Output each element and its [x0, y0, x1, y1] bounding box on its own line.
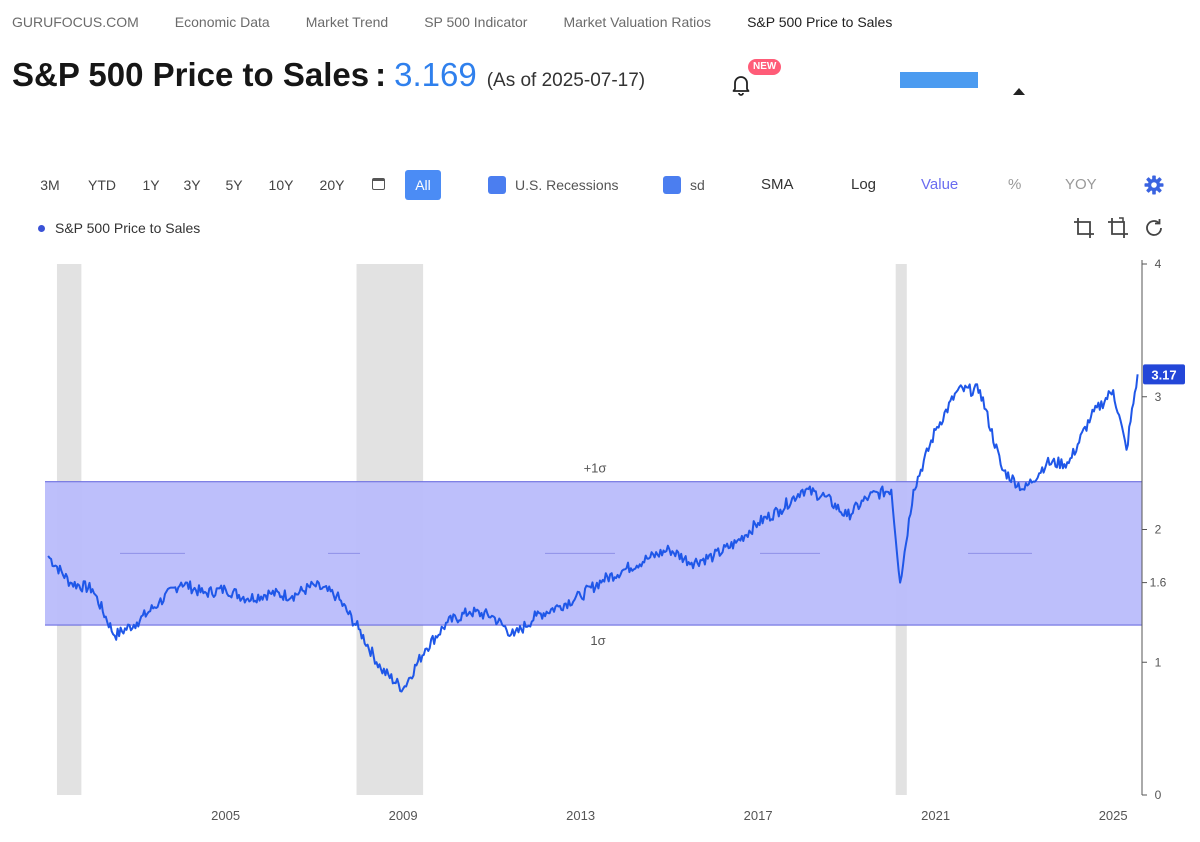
calendar-icon[interactable]: [372, 178, 385, 190]
bell-icon[interactable]: [731, 74, 751, 96]
y-tick-label-0: 0: [1155, 788, 1162, 802]
y-tick-label-1: 1: [1155, 655, 1162, 669]
sd-lower-label: 1σ: [590, 633, 605, 648]
range-5y[interactable]: 5Y: [225, 177, 243, 193]
x-tick-label-1: 2009: [389, 808, 418, 823]
promo-bar[interactable]: [900, 72, 978, 88]
range-3m[interactable]: 3M: [40, 177, 60, 193]
breadcrumb-item-current: S&P 500 Price to Sales: [747, 14, 893, 30]
crop-alt-icon[interactable]: [1106, 216, 1130, 240]
title-row: S&P 500 Price to Sales : 3.169 (As of 20…: [12, 56, 645, 104]
x-tick-label-4: 2021: [921, 808, 950, 823]
caret-up-icon[interactable]: [1013, 88, 1025, 95]
new-badge: NEW: [748, 59, 782, 75]
breadcrumb-item-valuation-ratios[interactable]: Market Valuation Ratios: [563, 14, 712, 30]
last-value-tag: [1143, 364, 1185, 385]
as-of-date: (As of 2025-07-17): [486, 70, 646, 91]
current-value: 3.169: [394, 56, 477, 93]
x-tick-label-2: 2013: [566, 808, 595, 823]
sd-upper-label: +1σ: [584, 461, 607, 476]
range-20y[interactable]: 20Y: [319, 177, 345, 193]
last-value-label: 3.17: [1151, 367, 1176, 382]
sma-option[interactable]: SMA: [761, 176, 794, 193]
breadcrumb-item-market-trend[interactable]: Market Trend: [305, 14, 389, 30]
recessions-checkbox[interactable]: [488, 176, 506, 194]
chart-legend[interactable]: S&P 500 Price to Sales: [38, 218, 200, 238]
breadcrumb-item-sp500-indicator[interactable]: SP 500 Indicator: [424, 14, 528, 30]
range-3y[interactable]: 3Y: [183, 177, 201, 193]
breadcrumb-item-home[interactable]: GURUFOCUS.COM: [12, 14, 139, 30]
x-tick-label-5: 2025: [1099, 808, 1128, 823]
sd-checkbox[interactable]: [663, 176, 681, 194]
y-tick-label-2: 1.6: [1150, 576, 1167, 590]
range-ytd[interactable]: YTD: [88, 177, 116, 193]
crop-icon[interactable]: [1072, 216, 1096, 240]
y-tick-label-4: 3: [1155, 390, 1162, 404]
range-10y[interactable]: 10Y: [268, 177, 294, 193]
range-all[interactable]: All: [405, 170, 441, 200]
range-1y[interactable]: 1Y: [142, 177, 160, 193]
log-option[interactable]: Log: [851, 176, 877, 193]
reset-icon[interactable]: [1142, 216, 1166, 240]
series-line: [47, 374, 1139, 693]
value-option[interactable]: Value: [921, 176, 959, 193]
percent-option[interactable]: %: [1008, 176, 1022, 193]
title-separator: :: [375, 56, 387, 93]
breadcrumb: GURUFOCUS.COM Economic Data Market Trend…: [12, 12, 928, 32]
legend-series-label: S&P 500 Price to Sales: [55, 220, 201, 236]
breadcrumb-item-economic-data[interactable]: Economic Data: [174, 14, 270, 30]
y-tick-label-5: 4: [1155, 257, 1162, 271]
page-title: S&P 500 Price to Sales: [12, 56, 370, 93]
y-tick-label-3: 2: [1155, 523, 1162, 537]
chart-tools: [1072, 216, 1168, 242]
chart-toolbar: 3M YTD 1Y 3Y 5Y 10Y 20Y All U.S. Recessi…: [28, 170, 1178, 200]
x-tick-label-3: 2017: [744, 808, 773, 823]
sd-label: sd: [690, 177, 705, 193]
yoy-option[interactable]: YOY: [1065, 176, 1097, 193]
recessions-label: U.S. Recessions: [515, 177, 619, 193]
x-tick-label-0: 2005: [211, 808, 240, 823]
legend-marker: [38, 224, 45, 232]
gear-icon[interactable]: [1144, 175, 1164, 195]
price-to-sales-chart[interactable]: +1σ 1σ 0 1 1.6 2 3 4 2005 2009 2013 2017 2021 2025 3.1…: [0, 250, 1200, 842]
